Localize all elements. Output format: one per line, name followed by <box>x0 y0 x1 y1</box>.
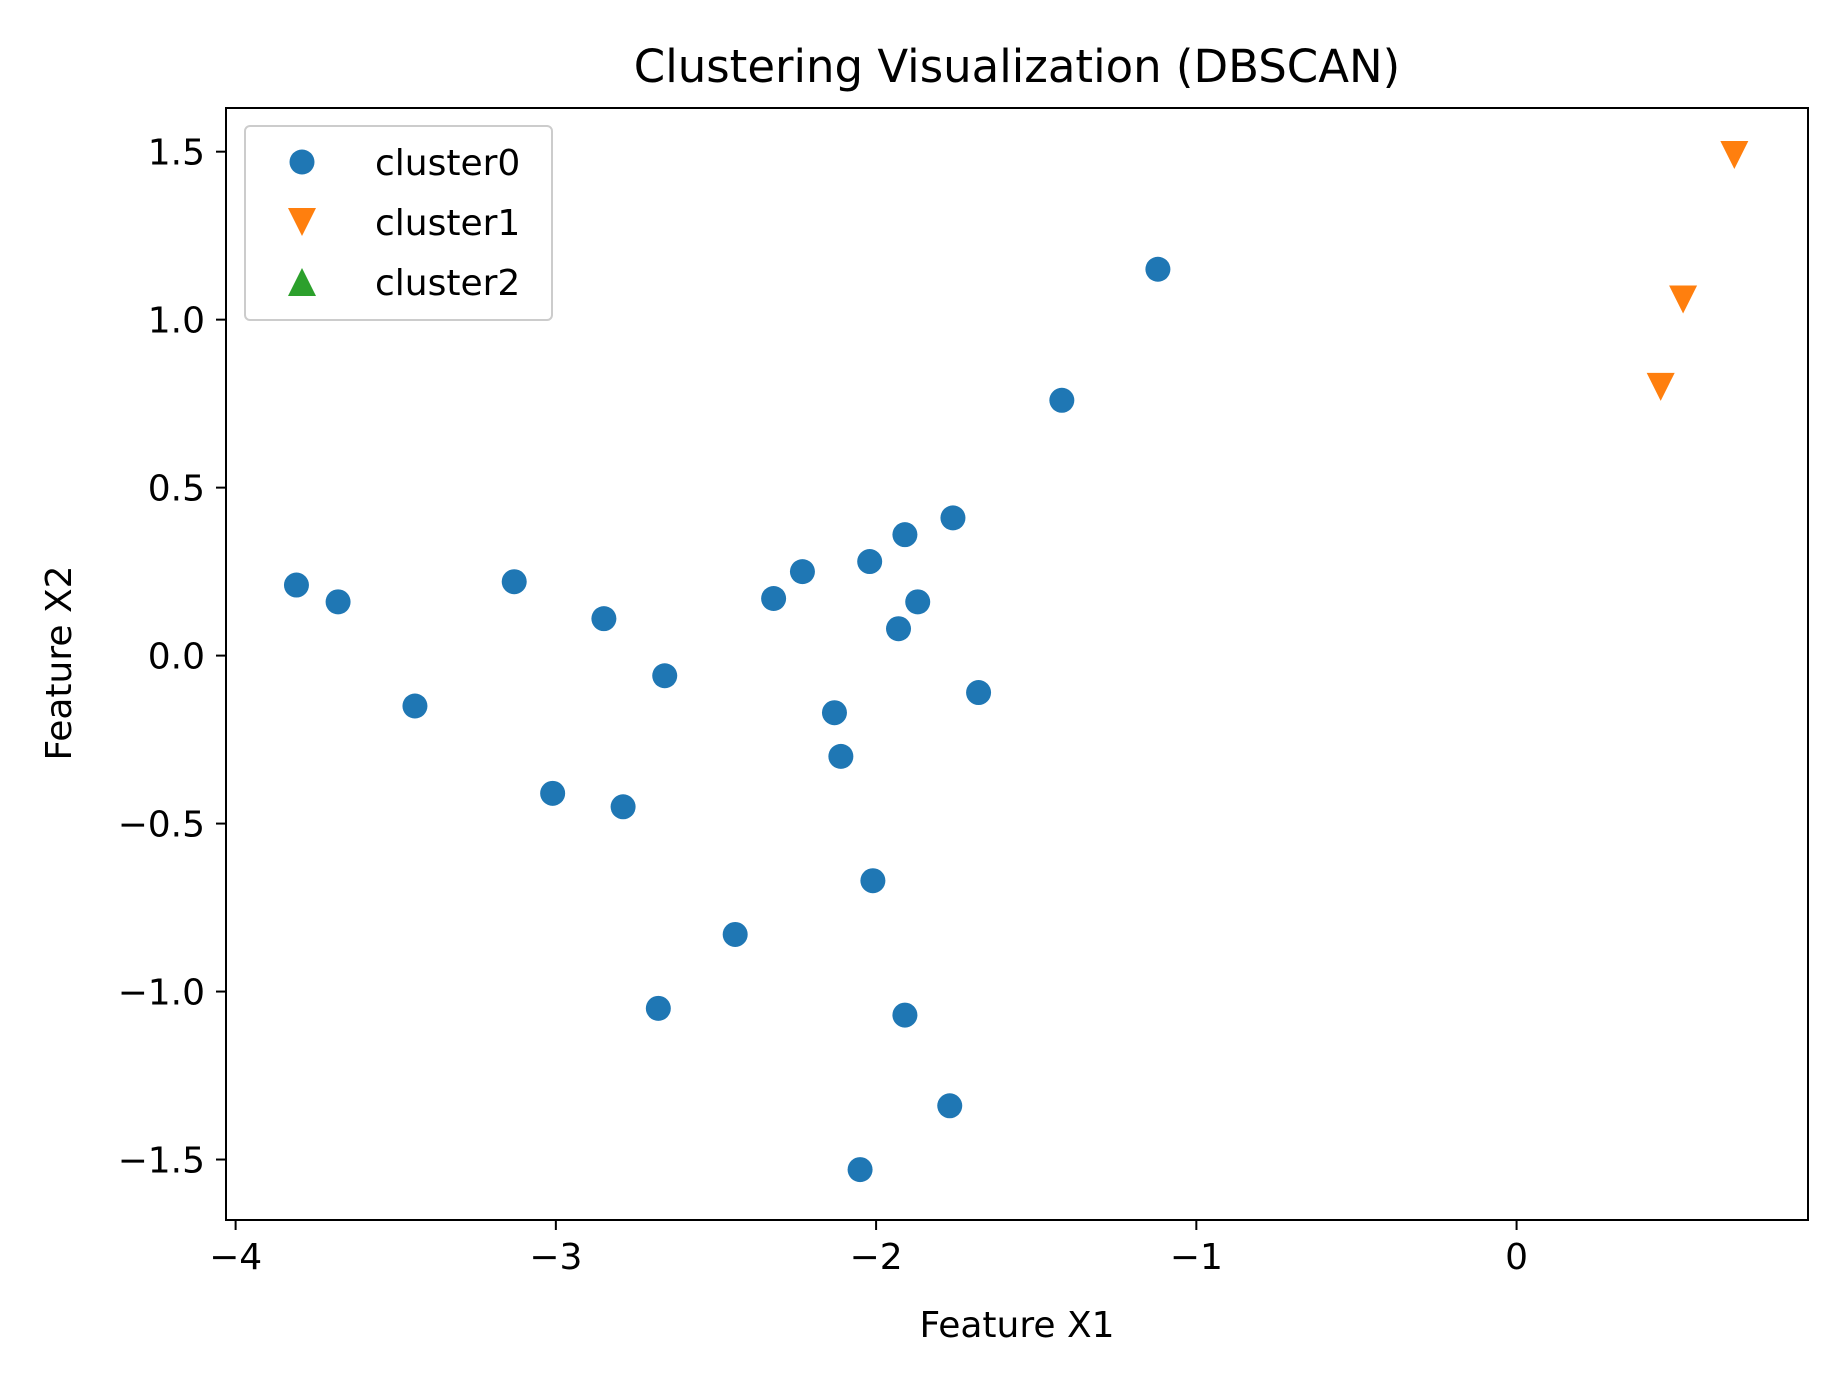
data-point-cluster0 <box>966 680 992 706</box>
data-point-cluster1 <box>1720 141 1749 170</box>
data-point-cluster0 <box>652 663 678 689</box>
data-point-cluster0 <box>722 921 748 947</box>
x-tick-label: 0 <box>1505 1237 1528 1278</box>
data-point-cluster0 <box>591 606 617 632</box>
legend-marker-cluster1 <box>288 208 316 236</box>
data-point-cluster0 <box>905 589 931 615</box>
x-tick-label: −3 <box>529 1237 582 1278</box>
data-point-cluster0 <box>847 1157 873 1183</box>
data-point-cluster0 <box>1145 256 1171 282</box>
data-point-cluster0 <box>860 868 886 894</box>
data-point-cluster0 <box>325 589 351 615</box>
legend-marker-cluster0 <box>289 149 315 175</box>
data-point-cluster0 <box>283 572 309 598</box>
legend-marker-cluster2 <box>288 268 316 296</box>
data-point-cluster0 <box>1049 387 1075 413</box>
x-tick-label: −1 <box>1170 1237 1223 1278</box>
data-point-cluster0 <box>828 743 854 769</box>
legend-box <box>244 125 553 321</box>
data-point-cluster0 <box>940 505 966 531</box>
legend: cluster0 cluster1 cluster2 <box>244 125 553 321</box>
data-point-cluster0 <box>789 559 815 585</box>
y-tick-label: −1.5 <box>118 1141 205 1182</box>
data-point-cluster0 <box>892 1002 918 1028</box>
y-axis-label: Feature X2 <box>39 565 80 760</box>
legend-label-cluster2: cluster2 <box>375 263 520 304</box>
plot-area-frame <box>225 107 1809 1221</box>
data-point-cluster0 <box>645 995 671 1021</box>
data-point-cluster0 <box>540 780 566 806</box>
data-point-cluster0 <box>821 700 847 726</box>
data-point-cluster0 <box>892 522 918 548</box>
data-point-cluster0 <box>501 569 527 595</box>
y-tick-label: 0.5 <box>148 469 205 510</box>
chart-title: Clustering Visualization (DBSCAN) <box>634 40 1400 93</box>
data-point-cluster0 <box>402 693 428 719</box>
y-tick-label: 1.0 <box>148 301 205 342</box>
x-axis-label: Feature X1 <box>919 1305 1114 1346</box>
y-tick-label: 0.0 <box>148 637 205 678</box>
legend-label-cluster0: cluster0 <box>375 143 520 184</box>
y-tick-label: −0.5 <box>118 805 205 846</box>
x-tick-label: −4 <box>209 1237 262 1278</box>
data-point-cluster0 <box>761 585 787 611</box>
data-point-cluster1 <box>1669 285 1698 314</box>
x-tick-label: −2 <box>850 1237 903 1278</box>
data-point-cluster0 <box>886 616 912 642</box>
legend-label-cluster1: cluster1 <box>375 203 520 244</box>
y-tick-label: −1.0 <box>118 973 205 1014</box>
data-point-cluster0 <box>857 549 883 575</box>
data-points <box>283 141 1749 1183</box>
data-point-cluster0 <box>610 794 636 820</box>
y-tick-label: 1.5 <box>148 133 205 174</box>
data-point-cluster1 <box>1646 372 1675 401</box>
data-point-cluster0 <box>937 1093 963 1119</box>
axis-ticks: −4 −3 −2 −1 0 1.5 1.0 0.5 0.0 −0.5 −1.0 −1.5 <box>118 133 1528 1278</box>
